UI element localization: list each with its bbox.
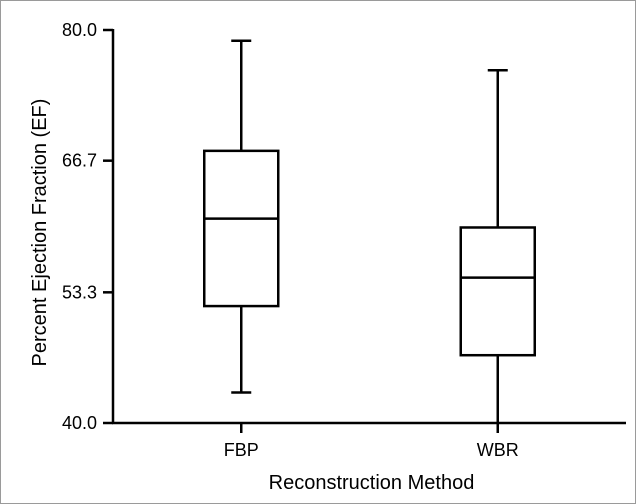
interquartile-box (459, 226, 536, 357)
x-tick-label: WBR (477, 440, 519, 460)
box-wbr (459, 69, 536, 423)
y-tick-label: 66.7 (62, 151, 97, 171)
box-fbp (203, 39, 280, 394)
boxes (203, 39, 536, 423)
x-ticks: FBP WBR (224, 423, 519, 460)
y-tick-label: 53.3 (62, 282, 97, 302)
x-tick-label: FBP (224, 440, 259, 460)
axes (111, 29, 626, 425)
interquartile-box (203, 149, 280, 308)
y-axis-title: Percent Ejection Fraction (EF) (29, 99, 51, 367)
y-tick-label: 40.0 (62, 413, 97, 433)
y-tick-label: 80.0 (62, 20, 97, 40)
y-ticks: 40.0 53.3 66.7 80.0 (62, 20, 113, 433)
x-axis-title: Reconstruction Method (269, 472, 475, 494)
